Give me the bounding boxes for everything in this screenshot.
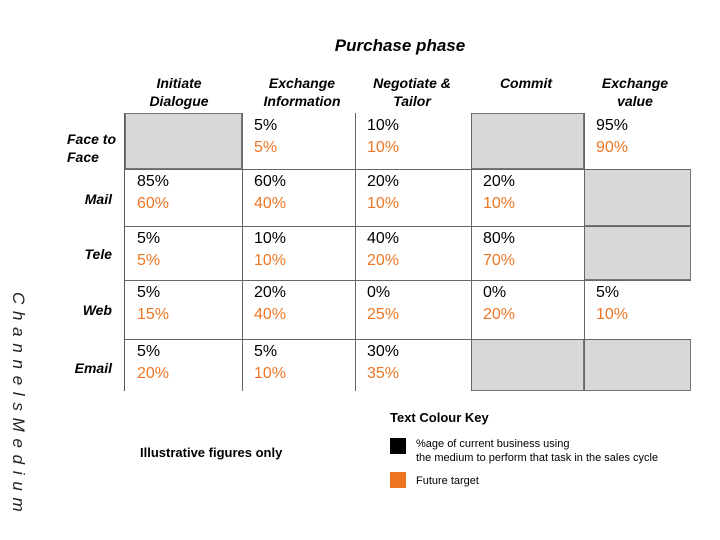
grid-divider <box>355 113 356 391</box>
column-header: Exchange value <box>601 75 669 109</box>
grid-divider <box>125 280 691 281</box>
grid-cell: 5% 10% <box>584 280 691 339</box>
current-value: 5% <box>254 343 278 360</box>
row-header: Web <box>82 302 112 318</box>
grid-divider <box>125 226 691 227</box>
current-value: 60% <box>254 173 287 190</box>
purchase-phase-grid: 5% 5% 10% 10% 95% 90% 85% 60% 60% 40% 20% 10% 20% 10%… <box>124 113 691 391</box>
current-value: 30% <box>367 343 400 360</box>
future-value: 15% <box>137 306 170 323</box>
future-value: 60% <box>137 195 170 212</box>
grid-cell: 5% 10% <box>242 339 355 391</box>
grid-cell: 85% 60% <box>125 169 242 226</box>
column-header: Commit <box>499 75 553 91</box>
current-value: 5% <box>137 230 161 247</box>
grid-cell: 80% 70% <box>471 226 584 280</box>
column-header: Negotiate & Tailor <box>373 75 451 109</box>
page-title: Purchase phase <box>334 36 466 55</box>
illustrative-note: Illustrative figures only <box>140 445 283 460</box>
current-value: 95% <box>596 117 629 134</box>
future-value: 40% <box>254 306 287 323</box>
current-value: 0% <box>367 284 391 301</box>
key-title: Text Colour Key <box>390 410 489 425</box>
grid-cell <box>584 339 691 391</box>
current-value: 20% <box>483 173 516 190</box>
grid-cell: 95% 90% <box>584 113 691 169</box>
current-key-label: %age of current business using the mediu… <box>416 438 659 464</box>
grid-cell <box>125 113 242 169</box>
column-header: Exchange Information <box>263 75 341 109</box>
grid-cell: 5% 5% <box>242 113 355 169</box>
current-value: 10% <box>254 230 287 247</box>
current-value: 10% <box>367 117 400 134</box>
grid-cell: 30% 35% <box>355 339 471 391</box>
current-value: 85% <box>137 173 170 190</box>
current-value: 0% <box>483 284 507 301</box>
grid-cell <box>471 113 584 169</box>
future-value: 70% <box>483 252 516 269</box>
row-header: Email <box>74 360 112 376</box>
current-value: 5% <box>137 343 161 360</box>
future-value: 35% <box>367 365 400 382</box>
future-value: 10% <box>254 252 287 269</box>
future-value: 40% <box>254 195 287 212</box>
current-value: 80% <box>483 230 516 247</box>
row-header: Face to Face <box>67 131 117 165</box>
row-header: Tele <box>84 246 113 262</box>
grid-cell: 40% 20% <box>355 226 471 280</box>
future-value: 20% <box>483 306 516 323</box>
future-key-label: Future target <box>416 475 479 487</box>
future-value: 20% <box>367 252 400 269</box>
grid-cell: 10% 10% <box>355 113 471 169</box>
grid-divider <box>125 339 691 340</box>
future-value: 10% <box>254 365 287 382</box>
grid-cell <box>584 226 691 280</box>
grid-cell: 5% 5% <box>125 226 242 280</box>
future-value: 5% <box>254 139 278 156</box>
grid-divider <box>584 113 585 391</box>
current-value: 20% <box>254 284 287 301</box>
grid-cell <box>471 339 584 391</box>
grid-divider <box>471 113 472 391</box>
grid-cell: 60% 40% <box>242 169 355 226</box>
current-value: 5% <box>254 117 278 134</box>
grid-cell: 10% 10% <box>242 226 355 280</box>
grid-divider <box>242 113 243 391</box>
grid-cell: 0% 20% <box>471 280 584 339</box>
future-value: 90% <box>596 139 629 156</box>
grid-cell: 5% 15% <box>125 280 242 339</box>
future-value: 5% <box>137 252 161 269</box>
future-value: 10% <box>367 195 400 212</box>
overlapping-channel-label: C h a n n e l s M e d i u m <box>9 292 28 513</box>
column-header: Initiate Dialogue <box>149 75 209 109</box>
current-value: 5% <box>596 284 620 301</box>
grid-cell: 20% 40% <box>242 280 355 339</box>
grid-divider <box>125 169 691 170</box>
row-header: Mail <box>84 191 112 207</box>
current-swatch <box>390 438 406 454</box>
future-value: 10% <box>367 139 400 156</box>
future-value: 10% <box>596 306 629 323</box>
grid-cell: 20% 10% <box>355 169 471 226</box>
grid-cell: 0% 25% <box>355 280 471 339</box>
current-value: 5% <box>137 284 161 301</box>
grid-cell: 5% 20% <box>125 339 242 391</box>
grid-cell: 20% 10% <box>471 169 584 226</box>
current-value: 40% <box>367 230 400 247</box>
future-value: 10% <box>483 195 516 212</box>
future-value: 25% <box>367 306 400 323</box>
current-value: 20% <box>367 173 400 190</box>
grid-cell <box>584 169 691 226</box>
future-swatch <box>390 472 406 488</box>
future-value: 20% <box>137 365 170 382</box>
